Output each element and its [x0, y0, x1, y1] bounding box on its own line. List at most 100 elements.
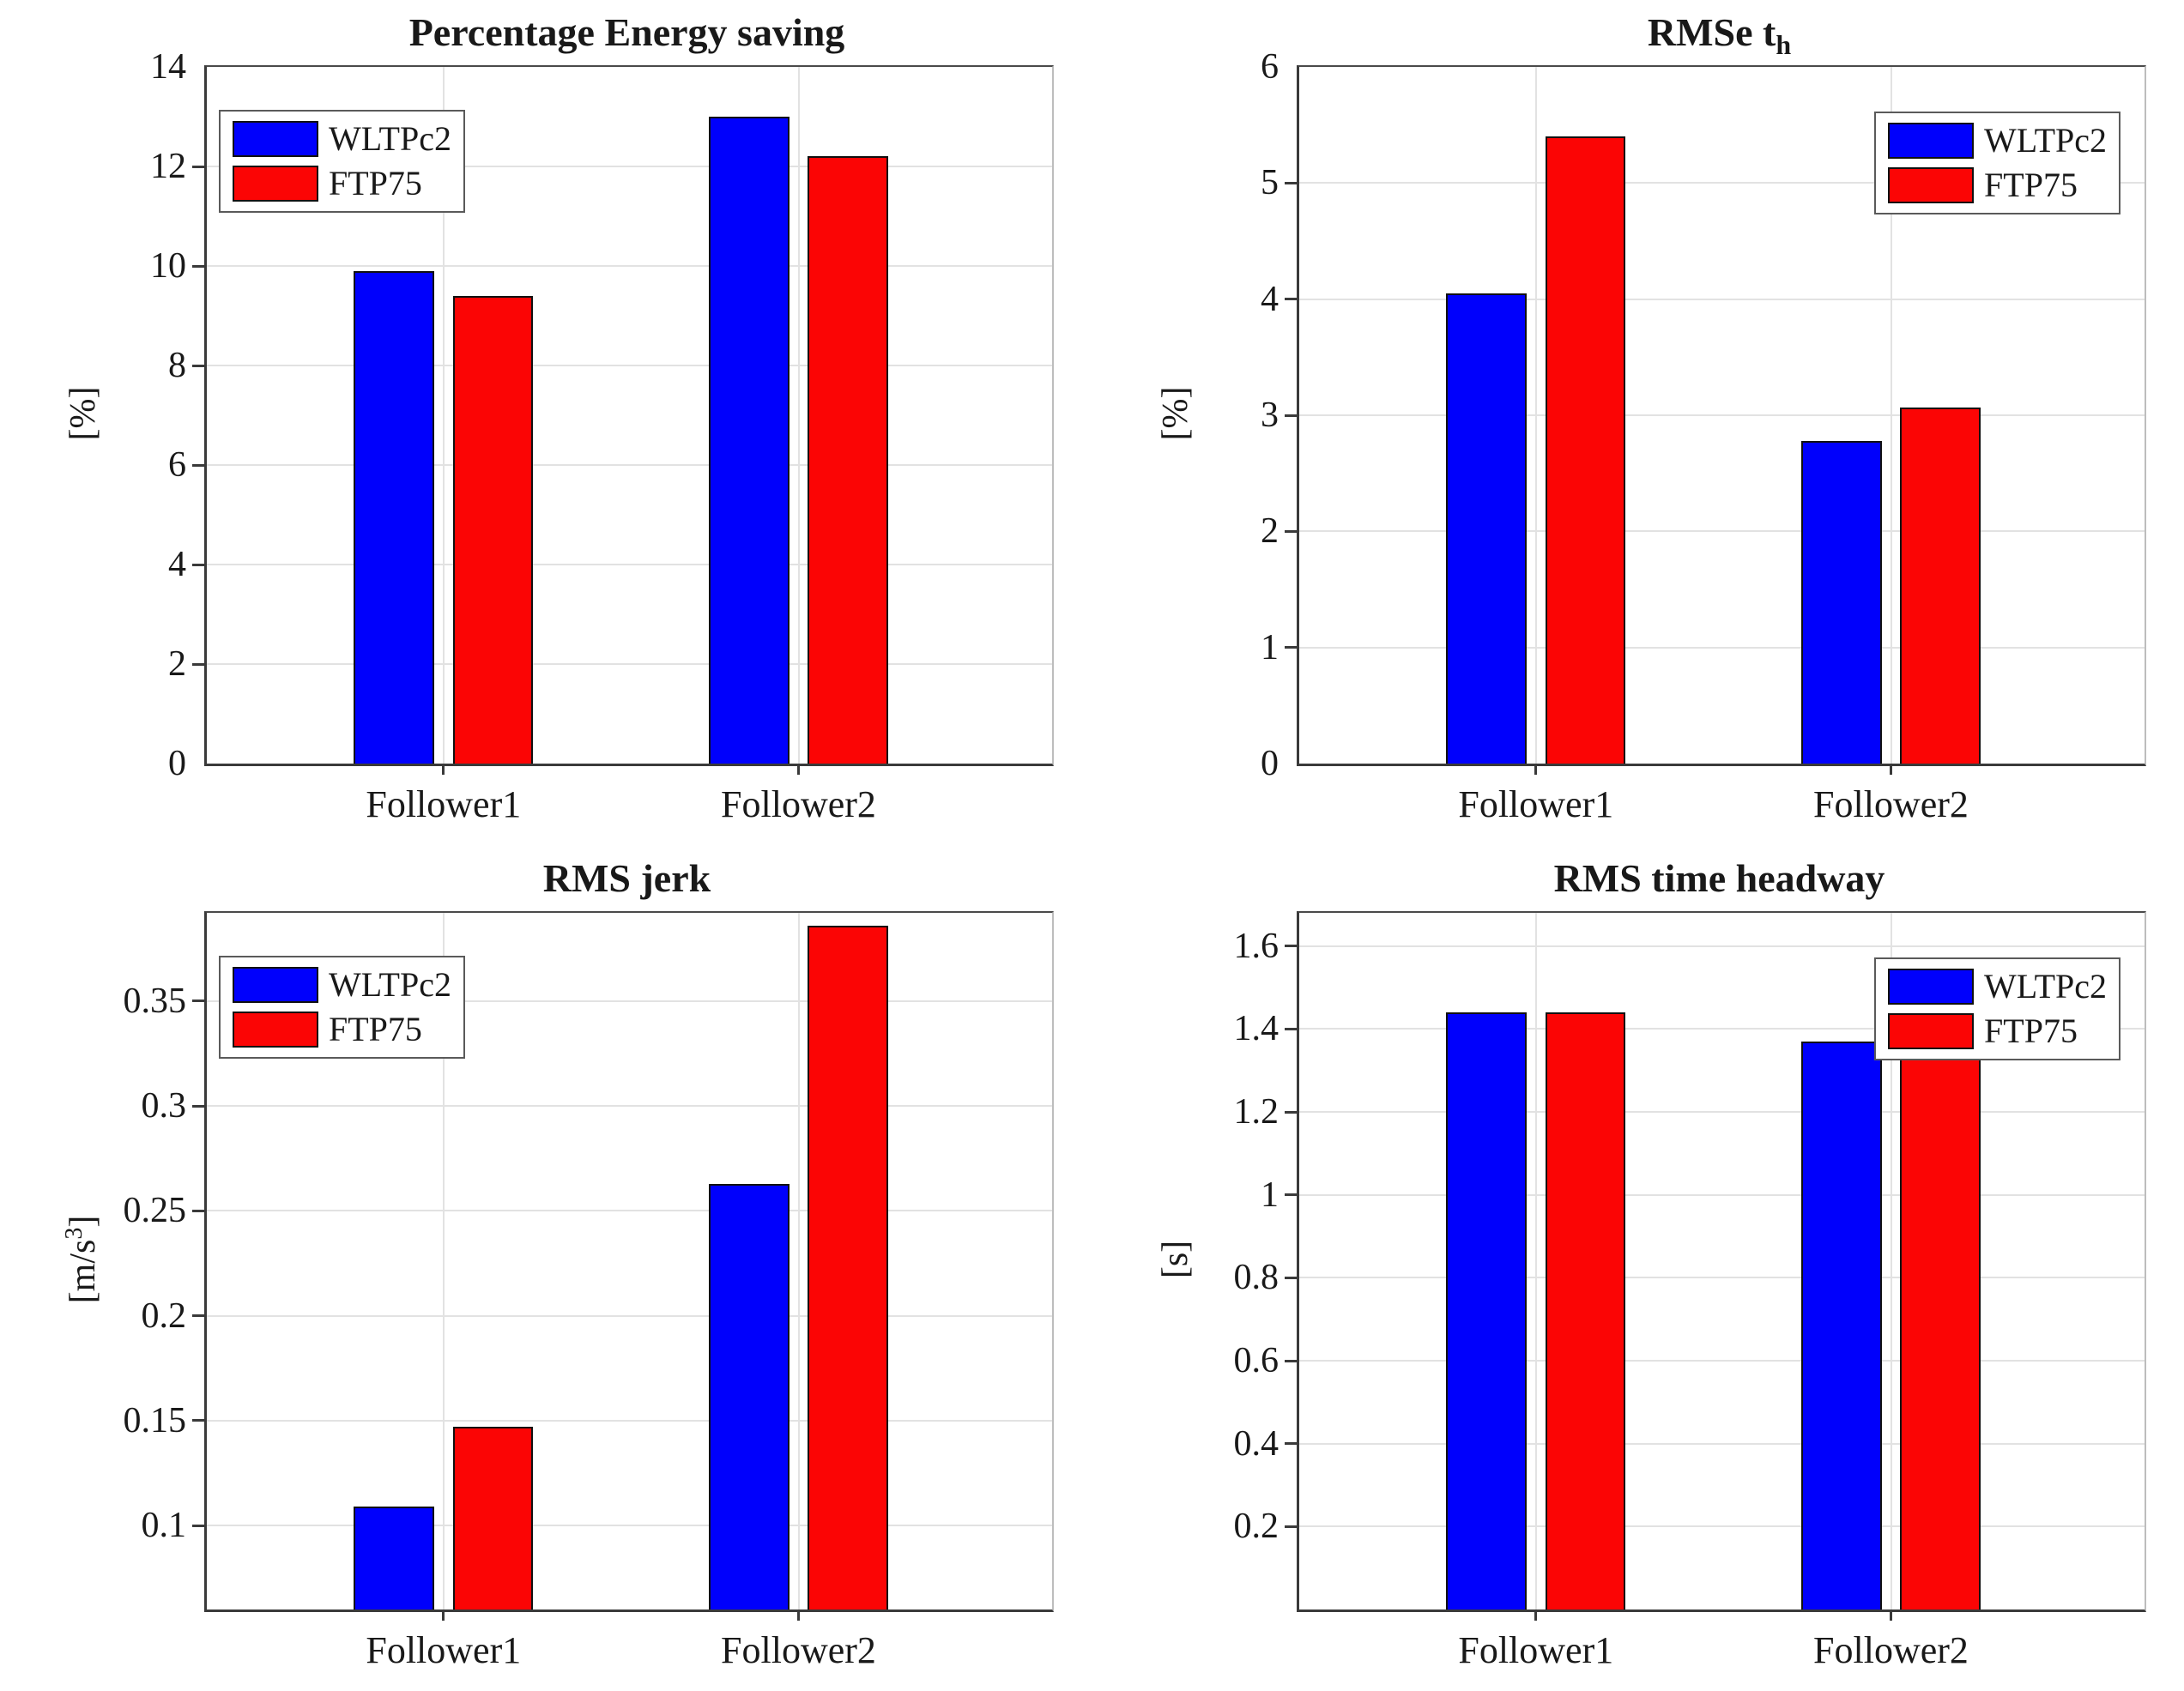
- y-tick-label: 0.4: [1233, 1423, 1280, 1464]
- bar-wltpc2-follower1: [354, 270, 434, 764]
- h-gridline: [207, 564, 1052, 565]
- h-gridline: [1299, 1193, 2145, 1196]
- x-tick-label: Follower2: [1813, 1629, 1969, 1671]
- bar-ftp75-follower1: [1545, 1012, 1626, 1609]
- legend-entry-ftp75: FTP75: [233, 1011, 451, 1048]
- legend-entry-wltpc2: WLTPc2: [1888, 968, 2107, 1006]
- x-tick: [797, 1609, 800, 1621]
- x-tick: [442, 1609, 445, 1621]
- y-tick-label: 0.35: [123, 981, 187, 1021]
- h-gridline: [207, 265, 1052, 267]
- h-gridline: [1299, 1277, 2145, 1279]
- bar-ftp75-follower1: [1545, 136, 1626, 764]
- legend-swatch-wltpc2: [233, 121, 318, 157]
- y-tick-label: 0.1: [141, 1506, 187, 1546]
- y-tick: [1285, 181, 1299, 184]
- legend: WLTPc2 FTP75: [1874, 957, 2120, 1060]
- y-tick-label: 12: [150, 147, 186, 186]
- y-tick: [1285, 646, 1299, 649]
- y-tick: [1285, 1110, 1299, 1114]
- legend: WLTPc2 FTP75: [219, 956, 465, 1059]
- y-tick: [192, 364, 207, 367]
- legend-entry-wltpc2: WLTPc2: [233, 966, 451, 1004]
- chart-title: RMS jerk: [542, 856, 711, 900]
- y-tick: [1285, 945, 1299, 948]
- v-gridline: [797, 913, 800, 1609]
- y-tick-label: 0.8: [1233, 1258, 1280, 1298]
- legend-label-ftp75: FTP75: [1984, 166, 2078, 204]
- subplot-rms-time-headway: RMS time headway [s] 0.2 0.4 0.6 0.8 1 1.2 1.4…: [1092, 846, 2184, 1691]
- h-gridline: [207, 365, 1052, 366]
- legend-label-ftp75: FTP75: [329, 1010, 422, 1048]
- y-tick-label: 0: [1261, 744, 1279, 783]
- legend-label-wltpc2: WLTPc2: [329, 965, 451, 1004]
- y-tick: [192, 165, 207, 168]
- y-tick: [192, 1314, 207, 1318]
- x-tick: [1534, 764, 1538, 775]
- h-gridline: [207, 1105, 1052, 1107]
- y-tick: [1285, 1276, 1299, 1279]
- bar-ftp75-follower2: [1900, 1041, 1981, 1609]
- y-tick-label: 8: [168, 346, 186, 385]
- legend-swatch-ftp75: [1888, 1013, 1975, 1049]
- y-tick-label: 1: [1261, 1175, 1279, 1215]
- bar-ftp75-follower1: [452, 295, 534, 764]
- x-tick-label: Follower1: [366, 783, 522, 825]
- legend-label-ftp75: FTP75: [1984, 1012, 2078, 1050]
- h-gridline: [1299, 1360, 2145, 1362]
- h-gridline: [1299, 530, 2145, 533]
- plot-area: 0 1 2 3 4 5 6 Follower1 Follower2 WLTPc2 FTP75: [1261, 49, 2146, 825]
- y-tick: [1285, 1027, 1299, 1030]
- y-tick: [1285, 414, 1299, 417]
- v-gridline: [1890, 67, 1892, 764]
- h-gridline: [207, 1210, 1052, 1212]
- legend-swatch-ftp75: [1888, 167, 1975, 203]
- plot-area: 0.1 0.15 0.2 0.25 0.3 0.35 Follower1 Follower2 W…: [124, 911, 1054, 1671]
- y-tick: [1285, 1442, 1299, 1446]
- y-tick: [192, 463, 207, 467]
- bar-wltpc2-follower1: [1446, 1012, 1527, 1609]
- v-gridline: [442, 913, 445, 1609]
- bar-wltpc2-follower2: [1801, 1041, 1882, 1609]
- h-gridline: [207, 663, 1052, 665]
- subplot-percentage-energy-saving: Percentage Energy saving [%] 0 2 4 6 8 10 12 14…: [0, 0, 1092, 845]
- legend-label-wltpc2: WLTPc2: [329, 119, 451, 158]
- h-gridline: [207, 1525, 1052, 1527]
- h-gridline: [207, 1314, 1052, 1317]
- y-tick-label: 0.25: [123, 1191, 187, 1231]
- bar-wltpc2-follower1: [1446, 293, 1527, 764]
- h-gridline: [1299, 1111, 2145, 1113]
- chart-title: Percentage Energy saving: [408, 10, 845, 54]
- y-tick-label: 1: [1261, 627, 1279, 667]
- y-tick-label: 0.2: [1233, 1507, 1280, 1547]
- chart-title: RMSe th: [1647, 10, 1792, 61]
- legend-entry-ftp75: FTP75: [1888, 1012, 2107, 1050]
- chart-title: RMS time headway: [1553, 856, 1885, 900]
- y-tick-label: 1.6: [1233, 926, 1280, 966]
- subplot-rms-jerk: RMS jerk [m/s3] 0.1 0.15 0.2 0.25 0.3 0.35 Fol…: [0, 846, 1092, 1691]
- legend: WLTPc2 FTP75: [219, 110, 465, 213]
- v-gridline: [1890, 913, 1892, 1609]
- h-gridline: [207, 1419, 1052, 1422]
- y-tick-label: 0: [168, 744, 186, 783]
- y-tick-label: 0.2: [141, 1295, 187, 1336]
- x-tick-label: Follower2: [721, 1629, 876, 1671]
- bar-wltpc2-follower2: [709, 117, 790, 764]
- h-gridline: [1299, 646, 2145, 649]
- x-tick: [1890, 1609, 1892, 1621]
- x-tick: [442, 764, 445, 775]
- y-tick: [1285, 1359, 1299, 1362]
- y-tick: [192, 1524, 207, 1527]
- y-tick: [192, 563, 207, 566]
- bar-ftp75-follower2: [808, 925, 888, 1609]
- h-gridline: [1299, 298, 2145, 300]
- h-gridline: [1299, 1028, 2145, 1030]
- y-tick: [192, 264, 207, 268]
- x-tick: [1890, 764, 1892, 775]
- bar-wltpc2-follower2: [709, 1183, 790, 1609]
- legend-entry-wltpc2: WLTPc2: [1888, 122, 2107, 160]
- y-tick-label: 0.3: [141, 1086, 187, 1126]
- h-gridline: [1299, 1442, 2145, 1445]
- y-tick: [192, 1000, 207, 1003]
- v-gridline: [1534, 913, 1537, 1609]
